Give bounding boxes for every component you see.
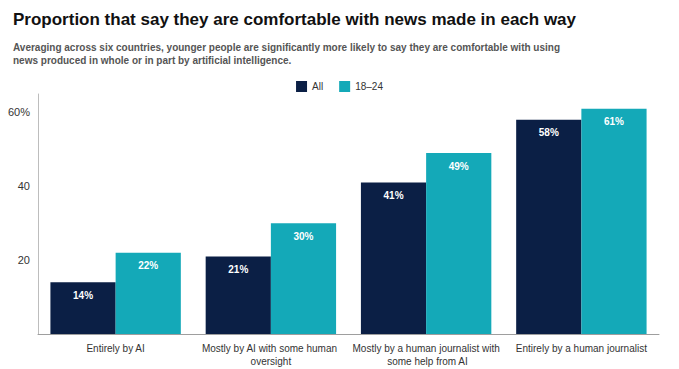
svg-text:60%: 60% [8,106,30,118]
svg-text:22%: 22% [138,260,158,271]
svg-text:18–24: 18–24 [355,81,383,92]
svg-text:All: All [312,81,323,92]
svg-text:oversight: oversight [251,356,292,367]
svg-text:Entirely by AI: Entirely by AI [86,343,144,354]
svg-text:30%: 30% [293,231,313,242]
svg-text:40: 40 [18,180,30,192]
svg-text:some help from AI: some help from AI [384,356,467,367]
svg-text:20: 20 [18,254,30,266]
svg-text:58%: 58% [539,127,559,138]
svg-text:49%: 49% [449,161,469,172]
svg-text:41%: 41% [384,190,404,201]
svg-text:21%: 21% [228,264,248,275]
svg-text:Entirely by a human journalist: Entirely by a human journalist [516,343,647,354]
svg-text:61%: 61% [604,116,624,127]
svg-text:Mostly by a human journalist w: Mostly by a human journalist with [352,343,499,354]
svg-text:Averaging across six countries: Averaging across six countries, younger … [13,42,563,53]
svg-text:Proportion that say they are c: Proportion that say they are comfortable… [13,10,577,29]
svg-text:news produced in whole or in p: news produced in whole or in part by art… [13,55,292,66]
svg-text:14%: 14% [73,290,93,301]
svg-text:Mostly by AI with some human: Mostly by AI with some human [202,343,340,354]
